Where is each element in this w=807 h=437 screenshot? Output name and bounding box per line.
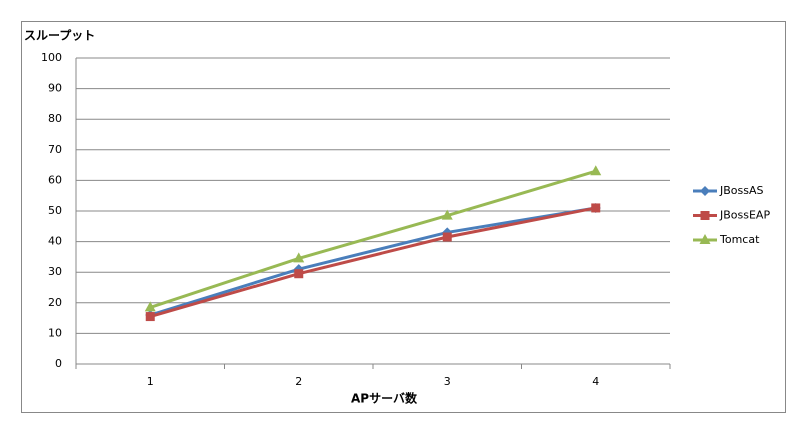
y-tick-label: 80 bbox=[48, 112, 62, 125]
y-tick-label: 30 bbox=[48, 265, 62, 278]
marker bbox=[590, 165, 602, 176]
legend-label: Tomcat bbox=[719, 233, 760, 246]
y-tick-label: 90 bbox=[48, 82, 62, 95]
y-tick-label: 40 bbox=[48, 235, 62, 248]
series-line bbox=[149, 206, 597, 319]
chart-border bbox=[21, 21, 786, 413]
legend-label: JBossEAP bbox=[719, 209, 770, 222]
y-tick-label: 20 bbox=[48, 296, 62, 309]
y-tick-label: 100 bbox=[41, 51, 62, 64]
series-line bbox=[149, 206, 596, 317]
y-tick-label: 70 bbox=[48, 143, 62, 156]
y-tick-label: 10 bbox=[48, 326, 62, 339]
marker bbox=[294, 269, 304, 279]
series-line bbox=[149, 169, 597, 309]
x-axis-title: APサーバ数 bbox=[351, 391, 418, 406]
marker bbox=[293, 252, 305, 263]
y-axis-title: スループット bbox=[24, 28, 95, 43]
y-tick-label: 0 bbox=[55, 357, 62, 370]
marker bbox=[591, 203, 601, 213]
marker bbox=[700, 186, 710, 196]
legend-label: JBossAS bbox=[719, 184, 764, 197]
y-tick-label: 50 bbox=[48, 204, 62, 217]
marker bbox=[699, 234, 711, 244]
x-tick-label: 4 bbox=[592, 375, 599, 388]
marker bbox=[442, 232, 452, 242]
marker bbox=[145, 312, 155, 322]
marker bbox=[700, 211, 710, 220]
y-tick-label: 60 bbox=[48, 173, 62, 186]
marker bbox=[144, 301, 156, 312]
x-tick-label: 2 bbox=[295, 375, 302, 388]
marker bbox=[441, 209, 453, 220]
x-tick-label: 3 bbox=[444, 375, 451, 388]
x-tick-label: 1 bbox=[147, 375, 154, 388]
